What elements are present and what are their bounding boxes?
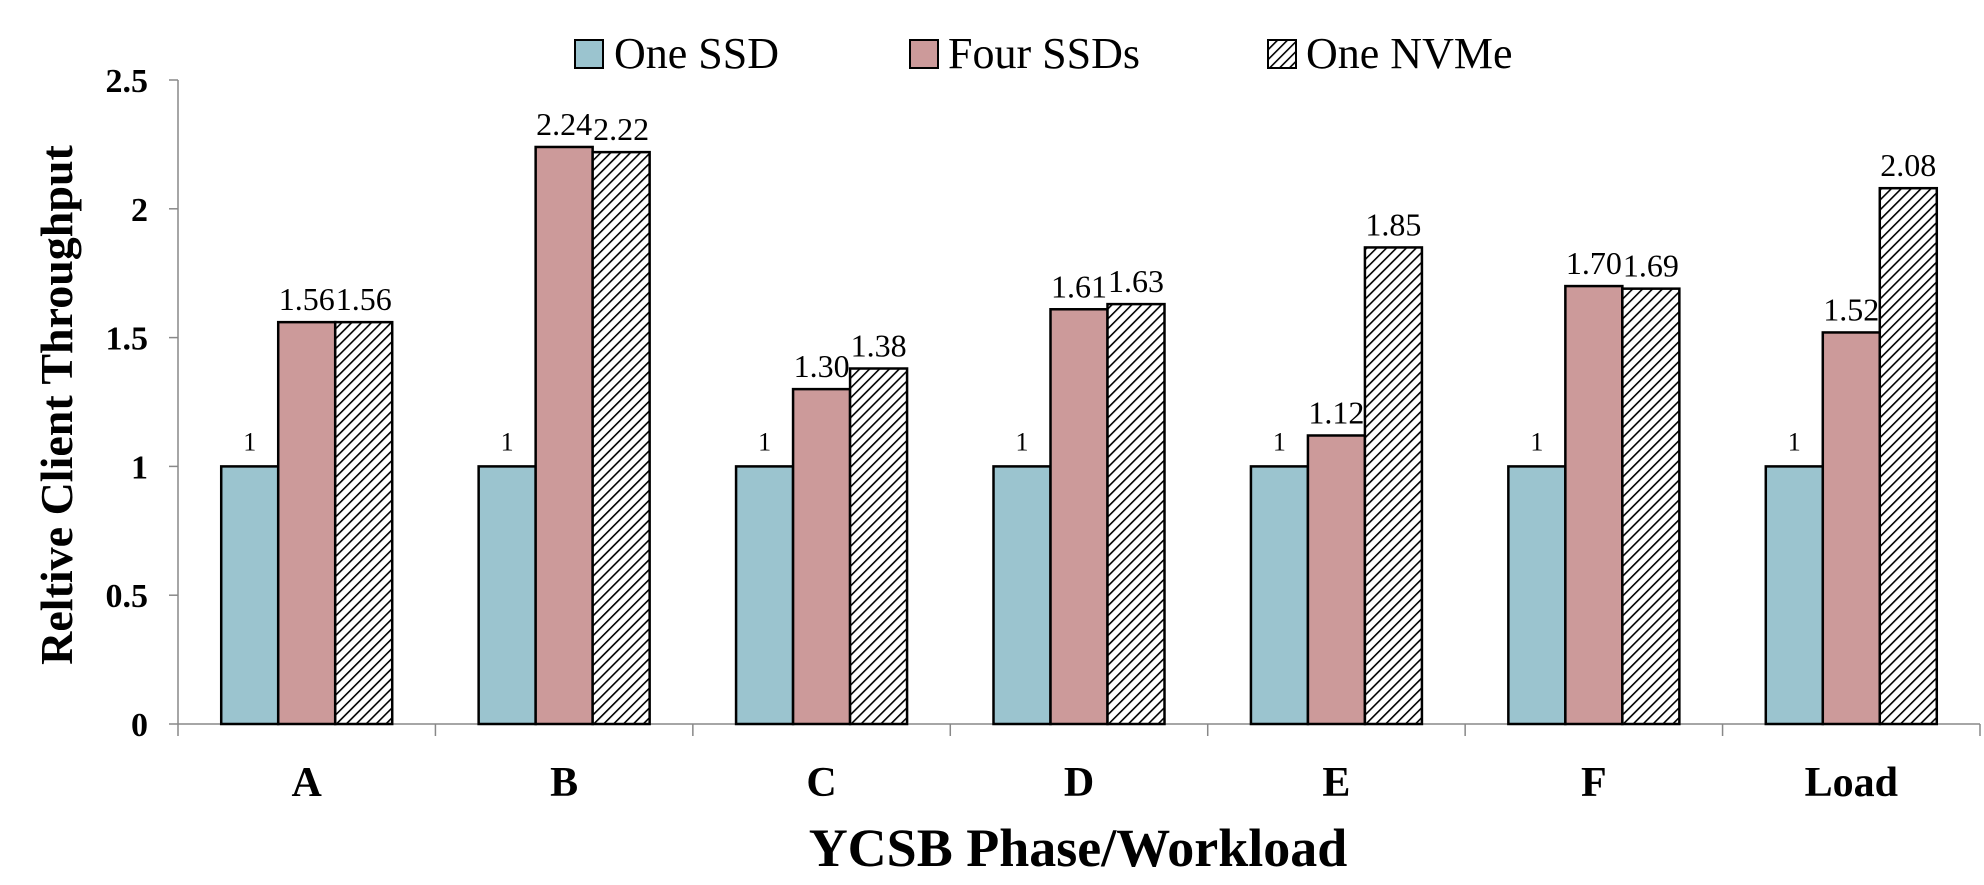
- y-axis-title: Reltive Client Throughput: [31, 144, 82, 664]
- data-label: 1: [1530, 427, 1543, 456]
- bar-one-nvme: [1363, 246, 1424, 726]
- bar-one-nvme: [1621, 287, 1681, 726]
- x-tick-label: D: [1064, 760, 1094, 806]
- legend-label: One SSD: [614, 29, 779, 78]
- legend-swatch: [1267, 39, 1297, 69]
- y-axis: 0 0.5 1 1.5 2 2.5: [106, 63, 179, 744]
- data-label: 2.24: [536, 106, 592, 142]
- x-tick-label: E: [1322, 760, 1350, 806]
- bar-one-ssd: [1764, 465, 1825, 726]
- bar-one-ssd: [992, 465, 1052, 726]
- bar-one-nvme: [848, 367, 909, 726]
- data-label: 1: [1273, 427, 1286, 456]
- data-label: 1: [501, 427, 514, 456]
- data-label: 1.56: [279, 281, 335, 317]
- data-label: 2.22: [593, 111, 649, 147]
- bar-one-ssd: [1507, 465, 1567, 726]
- bar-one-ssd: [734, 465, 795, 726]
- data-label: 1: [1016, 427, 1029, 456]
- y-tick-label: 1.5: [106, 321, 149, 358]
- chart-legend: One SSD Four SSDs One NVMe: [574, 29, 1513, 78]
- data-label: 1: [758, 427, 771, 456]
- bar-one-nvme: [591, 150, 651, 726]
- x-tick-label: F: [1581, 760, 1607, 806]
- legend-label: Four SSDs: [948, 29, 1140, 78]
- data-labels-group: 1 1.56 1.56 1 2.24 2.22 1 1.301.38 1 1.61 1.63 1 1.1…: [243, 106, 1936, 456]
- bar-four-ssds: [1306, 434, 1367, 726]
- y-tick-label: 2.5: [106, 63, 149, 100]
- x-tick-label: Load: [1805, 760, 1898, 806]
- bar-four-ssds: [1049, 308, 1109, 726]
- y-tick-label: 0.5: [106, 578, 149, 615]
- data-label: 1.63: [1108, 263, 1164, 299]
- bars-group: [219, 145, 1939, 726]
- y-tick-label: 2: [131, 192, 148, 229]
- data-label: 1.38: [851, 328, 907, 364]
- data-label: 1.70: [1566, 245, 1622, 281]
- y-tick-label: 1: [131, 449, 148, 486]
- data-label: 1.85: [1365, 206, 1421, 242]
- bar-one-ssd: [1249, 465, 1310, 726]
- x-axis-title: YCSB Phase/Workload: [809, 818, 1348, 878]
- data-label: 2.08: [1880, 147, 1936, 183]
- bar-one-ssd: [219, 465, 280, 726]
- data-label: 1: [1788, 427, 1801, 456]
- data-label: 1.69: [1623, 248, 1679, 284]
- data-label: 1.12: [1308, 394, 1364, 430]
- bar-four-ssds: [791, 387, 852, 726]
- bar-one-nvme: [333, 320, 394, 726]
- data-label: 1.61: [1051, 268, 1107, 304]
- bar-four-ssds: [1564, 284, 1624, 726]
- bar-one-nvme: [1106, 302, 1166, 726]
- data-label: 1.52: [1823, 291, 1879, 327]
- bar-four-ssds: [1821, 331, 1882, 726]
- bar-four-ssds: [534, 145, 594, 726]
- x-tick-label: A: [292, 760, 323, 806]
- legend-swatch: [574, 39, 604, 69]
- bar-four-ssds: [276, 320, 337, 726]
- data-label: 1.56: [336, 281, 392, 317]
- y-tick-label: 0: [131, 707, 148, 744]
- x-axis: A B C D E F Load: [177, 723, 1981, 806]
- legend-label: One NVMe: [1306, 29, 1513, 78]
- bar-one-nvme: [1878, 186, 1939, 726]
- data-label: 1: [243, 427, 256, 456]
- bar-one-ssd: [477, 465, 537, 726]
- legend-swatch: [909, 39, 939, 69]
- x-tick-label: C: [806, 760, 836, 806]
- data-label: 1.30: [794, 348, 850, 384]
- x-tick-label: B: [550, 760, 578, 806]
